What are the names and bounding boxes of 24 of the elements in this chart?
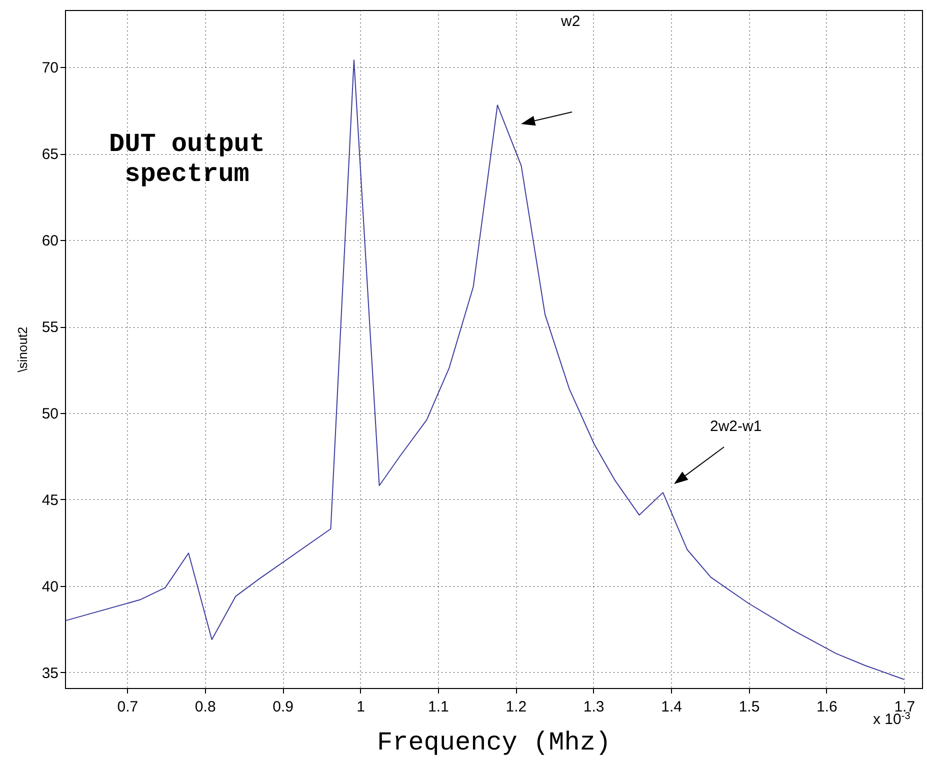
x-tick-label: 1.2	[506, 698, 527, 716]
y-tick-label: 70	[42, 60, 58, 77]
x-tick-label: 1.5	[738, 698, 760, 716]
x-axis-title: Frequency (Mhz)	[376, 728, 612, 758]
y-tick-label: 35	[42, 664, 58, 682]
x-tick-label: 1.1	[428, 698, 449, 716]
x-tick-label: 0.7	[117, 698, 138, 716]
line-series	[65, 60, 904, 680]
y-axis-title: \sinout2	[14, 326, 30, 372]
annotation: w2	[560, 13, 580, 30]
y-tick-label: 60	[42, 232, 58, 250]
x-tick-label: 1.6	[816, 698, 838, 716]
x-tick-label: 0.8	[194, 698, 216, 716]
x-tick-label: 1	[356, 698, 365, 716]
x-tick-label: 1.4	[661, 698, 682, 716]
y-tick-label: 40	[42, 578, 58, 596]
y-tick-label: 65	[42, 146, 58, 164]
y-tick-label: 50	[42, 405, 58, 422]
y-tick-label: 55	[42, 319, 58, 336]
y-tick-label: 45	[42, 492, 58, 509]
annotation: 2w2-w1	[710, 418, 762, 435]
x-tick-label: 1.3	[583, 698, 604, 716]
x-tick-label: 0.9	[272, 698, 294, 716]
text: DUT output spectrum	[108, 129, 266, 189]
